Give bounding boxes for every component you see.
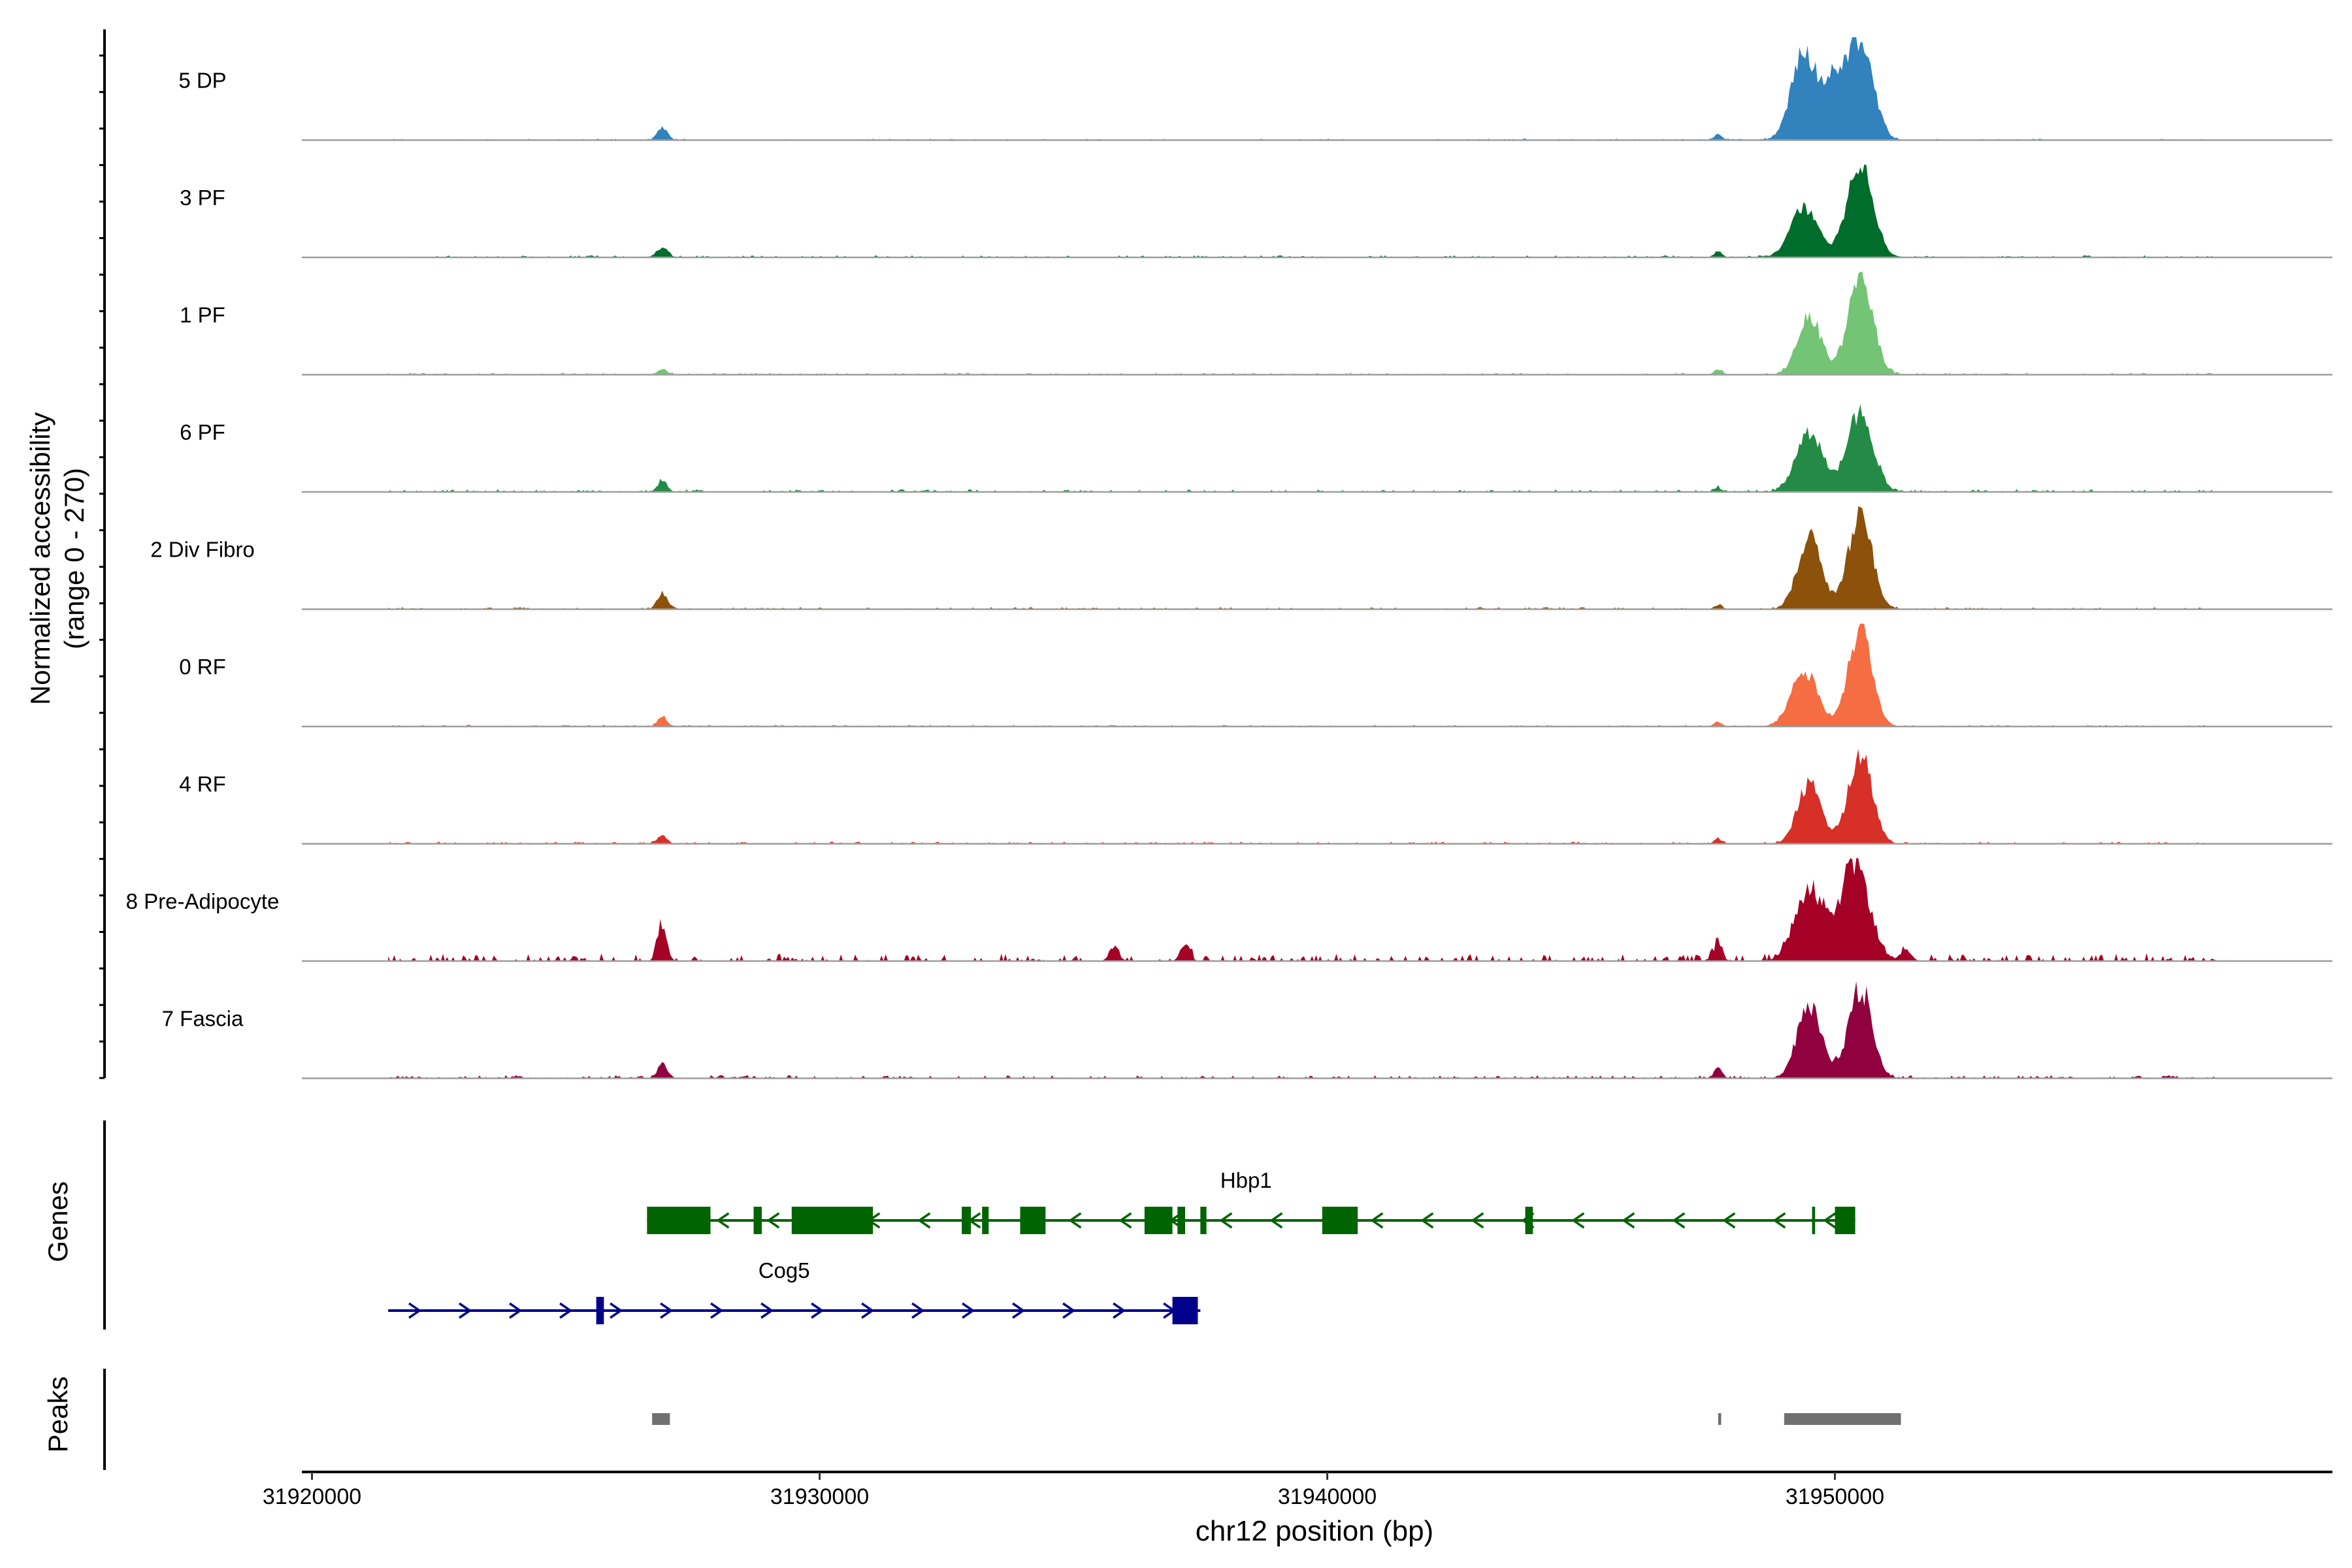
- peak-region: [652, 1413, 670, 1425]
- axes: 31920000 31930000 31940000 31950000: [99, 29, 2332, 1509]
- peak-region: [1784, 1413, 1901, 1425]
- coverage-area-0-rf: [388, 623, 2216, 727]
- strand-chevron: [917, 1212, 931, 1229]
- x-tick-label: 31940000: [1278, 1484, 1377, 1509]
- coverage-area-8-pre-adipocyte: [388, 858, 2216, 961]
- gene-exon: [1812, 1207, 1816, 1234]
- strand-chevron: [1722, 1212, 1736, 1229]
- track-label: 5 DP: [178, 69, 226, 93]
- track-1-pf: 1 PF: [180, 272, 2332, 376]
- y-axis-title-line1: Normalized accessibility: [25, 412, 56, 705]
- strand-chevron: [559, 1302, 573, 1319]
- strand-chevron: [1823, 1212, 1837, 1229]
- x-tick-label: 31930000: [770, 1484, 869, 1509]
- gene-exon: [962, 1207, 972, 1234]
- strand-chevron: [1622, 1212, 1635, 1229]
- strand-chevron: [1012, 1302, 1026, 1319]
- strand-chevron: [716, 1212, 730, 1229]
- peaks-panel-label: Peaks: [42, 1377, 73, 1453]
- strand-chevron: [1219, 1212, 1233, 1229]
- strand-chevron: [1672, 1212, 1686, 1229]
- track-8-pre-adipocyte: 8 Pre-Adipocyte: [126, 858, 2332, 962]
- coverage-area-6-pf: [388, 404, 2216, 492]
- strand-chevron: [1068, 1212, 1082, 1229]
- gene-exon: [982, 1207, 989, 1234]
- track-label: 1 PF: [180, 303, 225, 327]
- gene-cog5: Cog5: [388, 1258, 1201, 1324]
- y-axis-title-line2: (range 0 - 270): [59, 468, 90, 649]
- gene-label: Hbp1: [1220, 1168, 1272, 1192]
- gene-exon: [1322, 1207, 1358, 1234]
- track-3-pf: 3 PF: [180, 164, 2332, 259]
- strand-chevron: [509, 1302, 523, 1319]
- strand-chevron: [911, 1302, 925, 1319]
- track-4-rf: 4 RF: [179, 749, 2332, 845]
- gene-exon: [1525, 1207, 1533, 1234]
- track-label: 0 RF: [179, 655, 226, 679]
- strand-chevron: [962, 1302, 975, 1319]
- strand-chevron: [1370, 1212, 1384, 1229]
- gene-exon: [1200, 1207, 1207, 1234]
- track-label: 7 Fascia: [162, 1007, 244, 1031]
- gene-hbp1: Hbp1: [647, 1168, 1855, 1234]
- gene-annotation-panel: Hbp1 Cog5: [388, 1168, 1855, 1324]
- strand-chevron: [861, 1302, 875, 1319]
- track-0-rf: 0 RF: [179, 623, 2332, 728]
- coverage-area-7-fascia: [388, 981, 2216, 1079]
- strand-chevron: [610, 1302, 623, 1319]
- gene-exon: [1020, 1207, 1046, 1234]
- x-tick-label: 31950000: [1786, 1484, 1884, 1509]
- strand-chevron: [1269, 1212, 1283, 1229]
- track-label: 6 PF: [180, 420, 225, 444]
- strand-chevron: [766, 1212, 780, 1229]
- gene-exon: [647, 1207, 711, 1234]
- strand-chevron: [1113, 1302, 1126, 1319]
- gene-exon: [791, 1207, 874, 1234]
- strand-chevron: [459, 1302, 472, 1319]
- gene-exon: [1835, 1207, 1855, 1234]
- coverage-area-3-pf: [388, 164, 2216, 257]
- track-7-fascia: 7 Fascia: [162, 981, 2332, 1079]
- strand-chevron: [408, 1302, 422, 1319]
- track-6-pf: 6 PF: [180, 404, 2332, 493]
- gene-exon: [596, 1297, 604, 1324]
- x-axis-title: chr12 position (bp): [1196, 1515, 1433, 1547]
- track-label: 3 PF: [180, 186, 225, 210]
- strand-chevron: [710, 1302, 724, 1319]
- gene-exon: [753, 1207, 762, 1234]
- gene-exon: [1172, 1297, 1198, 1324]
- track-2-div-fibro: 2 Div Fibro: [150, 506, 2332, 610]
- strand-chevron: [1772, 1212, 1786, 1229]
- genes-panel-label: Genes: [42, 1181, 73, 1262]
- peak-region: [1718, 1413, 1722, 1425]
- track-label: 2 Div Fibro: [150, 538, 255, 562]
- gene-label: Cog5: [759, 1258, 810, 1282]
- strand-chevron: [660, 1302, 674, 1319]
- track-label: 4 RF: [179, 772, 226, 796]
- coverage-area-2-div-fibro: [388, 506, 2216, 610]
- strand-chevron: [1471, 1212, 1484, 1229]
- strand-chevron: [1062, 1302, 1076, 1319]
- strand-chevron: [1119, 1212, 1132, 1229]
- gene-exon: [1144, 1207, 1173, 1234]
- coverage-area-5-dp: [388, 37, 2216, 140]
- coverage-tracks: 5 DP 3 PF 1 PF 6 PF 2 Div Fibro 0 RF 4 RF 8 Pre…: [126, 37, 2332, 1079]
- gene-exon: [1177, 1207, 1185, 1234]
- peaks-panel: [652, 1413, 1901, 1425]
- track-5-dp: 5 DP: [178, 37, 2332, 141]
- x-tick-label: 31920000: [263, 1484, 361, 1509]
- strand-chevron: [1571, 1212, 1585, 1229]
- coverage-area-1-pf: [388, 272, 2216, 375]
- track-label: 8 Pre-Adipocyte: [126, 889, 280, 913]
- strand-chevron: [760, 1302, 774, 1319]
- strand-chevron: [811, 1302, 825, 1319]
- coverage-area-4-rf: [388, 749, 2216, 844]
- strand-chevron: [1420, 1212, 1434, 1229]
